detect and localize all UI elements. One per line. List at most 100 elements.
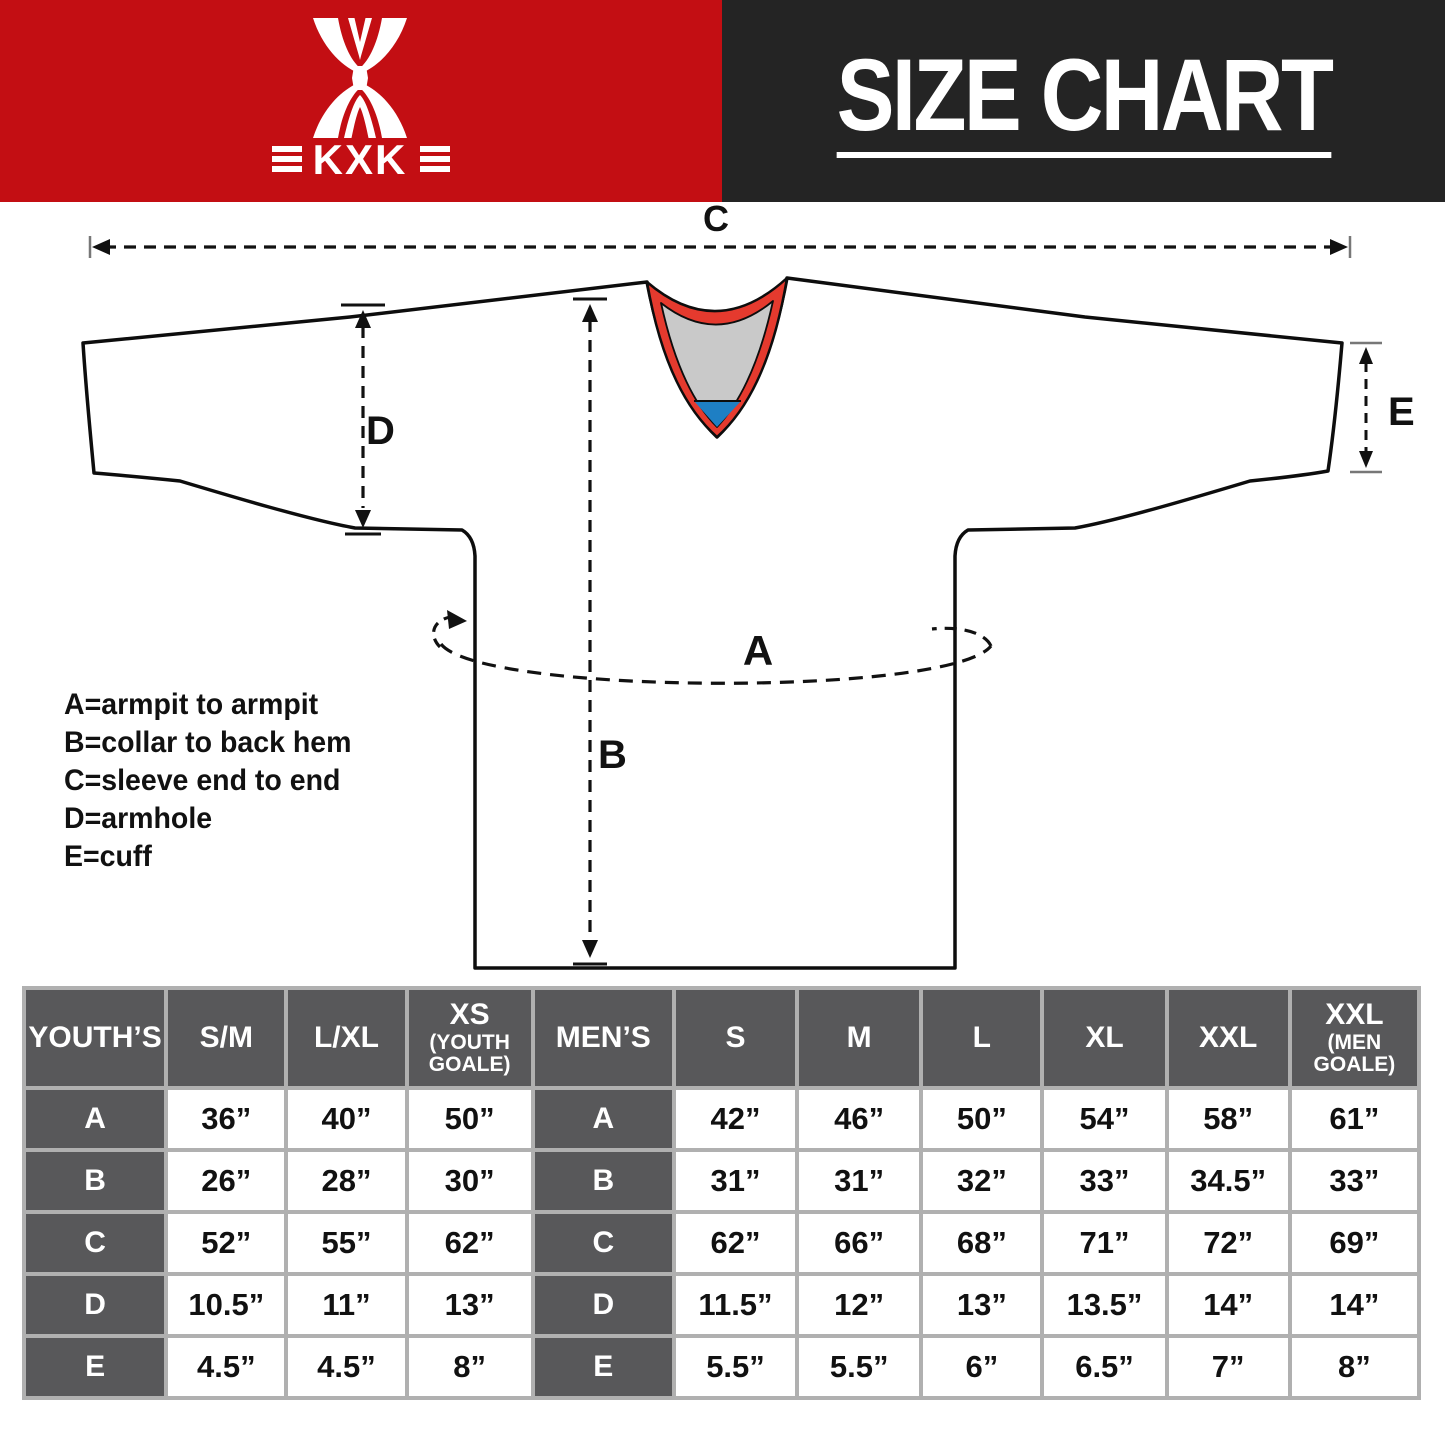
- value-cell: 50”: [923, 1090, 1041, 1148]
- value-cell: 6”: [923, 1338, 1041, 1396]
- kxk-logo-mark: [313, 18, 407, 138]
- youth-row-label: A: [26, 1090, 165, 1148]
- legend-line-a: A=armpit to armpit: [64, 688, 319, 721]
- value-cell: 8”: [1291, 1338, 1417, 1396]
- value-cell: 26”: [168, 1152, 285, 1210]
- value-cell: 30”: [408, 1152, 531, 1210]
- title-underline: [836, 152, 1331, 158]
- value-cell: 14”: [1168, 1276, 1288, 1334]
- value-cell: 32”: [923, 1152, 1041, 1210]
- value-cell: 8”: [408, 1338, 531, 1396]
- youth-size-col-sm: S/M: [168, 990, 285, 1086]
- value-cell: 54”: [1044, 1090, 1165, 1148]
- brand-banner: KXK: [0, 0, 722, 202]
- youth-size-col-xs-goalie: XS (YOUTH GOALE): [408, 990, 531, 1086]
- value-cell: 50”: [408, 1090, 531, 1148]
- value-cell: 68”: [923, 1214, 1041, 1272]
- men-size-col-l: L: [923, 990, 1041, 1086]
- youth-row-label: D: [26, 1276, 165, 1334]
- table-row-e: E 4.5” 4.5” 8” E 5.5” 5.5” 6” 6.5” 7” 8”: [26, 1338, 1417, 1396]
- kxk-logo: KXK: [272, 18, 450, 183]
- men-size-col-xl: XL: [1044, 990, 1165, 1086]
- value-cell: 62”: [408, 1214, 531, 1272]
- men-xxl-sublabel: (MEN GOALE): [1313, 1031, 1396, 1076]
- table-row-b: B 26” 28” 30” B 31” 31” 32” 33” 34.5” 33…: [26, 1152, 1417, 1210]
- youth-row-label: C: [26, 1214, 165, 1272]
- collar: [645, 276, 789, 439]
- value-cell: 5.5”: [675, 1338, 796, 1396]
- triple-bar-right-icon: [420, 146, 450, 172]
- value-cell: 14”: [1291, 1276, 1417, 1334]
- dimension-e: E: [1350, 341, 1415, 474]
- measurement-legend: A=armpit to armpit B=collar to back hem …: [64, 686, 351, 876]
- table-header-row: YOUTH’S S/M L/XL XS (YOUTH GOALE) MEN’S …: [26, 990, 1417, 1086]
- value-cell: 28”: [288, 1152, 405, 1210]
- value-cell: 4.5”: [288, 1338, 405, 1396]
- value-cell: 46”: [799, 1090, 920, 1148]
- value-cell: 72”: [1168, 1214, 1288, 1272]
- men-xxl-label: XXL: [1325, 998, 1384, 1031]
- value-cell: 11”: [288, 1276, 405, 1334]
- youth-row-label: E: [26, 1338, 165, 1396]
- value-cell: 13”: [923, 1276, 1041, 1334]
- brand-text: KXK: [313, 136, 408, 183]
- dim-label-c: C: [703, 198, 729, 239]
- legend-line-d: D=armhole: [64, 802, 213, 835]
- dimension-d: D: [341, 303, 395, 536]
- youth-xs-label: XS: [449, 998, 490, 1031]
- legend-line-e: E=cuff: [64, 840, 152, 873]
- legend-line-c: C=sleeve end to end: [64, 764, 341, 797]
- dim-label-a: A: [743, 627, 773, 674]
- value-cell: 42”: [675, 1090, 796, 1148]
- value-cell: 69”: [1291, 1214, 1417, 1272]
- value-cell: 52”: [168, 1214, 285, 1272]
- men-row-label: D: [534, 1276, 672, 1334]
- size-table: YOUTH’S S/M L/XL XS (YOUTH GOALE) MEN’S …: [22, 986, 1421, 1400]
- value-cell: 4.5”: [168, 1338, 285, 1396]
- value-cell: 71”: [1044, 1214, 1165, 1272]
- men-row-label: E: [534, 1338, 672, 1396]
- value-cell: 13.5”: [1044, 1276, 1165, 1334]
- youth-size-col-lxl: L/XL: [288, 990, 405, 1086]
- men-row-label: C: [534, 1214, 672, 1272]
- dim-label-b: B: [598, 733, 627, 777]
- page-title: SIZE CHART: [836, 38, 1333, 152]
- value-cell: 12”: [799, 1276, 920, 1334]
- men-size-col-s: S: [675, 990, 796, 1086]
- men-section-header: MEN’S: [534, 990, 672, 1086]
- dim-label-d: D: [366, 409, 395, 453]
- youth-section-header: YOUTH’S: [26, 990, 165, 1086]
- table-row-a: A 36” 40” 50” A 42” 46” 50” 54” 58” 61”: [26, 1090, 1417, 1148]
- men-row-label: A: [534, 1090, 672, 1148]
- value-cell: 66”: [799, 1214, 920, 1272]
- triple-bar-left-icon: [272, 146, 302, 172]
- value-cell: 7”: [1168, 1338, 1288, 1396]
- men-size-col-xxl-goalie: XXL (MEN GOALE): [1291, 990, 1417, 1086]
- men-row-label: B: [534, 1152, 672, 1210]
- youth-xs-sublabel: (YOUTH GOALE): [428, 1031, 511, 1076]
- value-cell: 33”: [1044, 1152, 1165, 1210]
- men-size-col-xxl: XXL: [1168, 990, 1288, 1086]
- dimension-c: C: [88, 198, 1352, 258]
- value-cell: 11.5”: [675, 1276, 796, 1334]
- page-header: KXK SIZE CHART: [0, 0, 1445, 202]
- value-cell: 34.5”: [1168, 1152, 1288, 1210]
- value-cell: 61”: [1291, 1090, 1417, 1148]
- value-cell: 10.5”: [168, 1276, 285, 1334]
- value-cell: 13”: [408, 1276, 531, 1334]
- value-cell: 58”: [1168, 1090, 1288, 1148]
- value-cell: 36”: [168, 1090, 285, 1148]
- kxk-wordmark: KXK: [272, 136, 450, 183]
- dimension-a: A: [431, 610, 993, 685]
- value-cell: 62”: [675, 1214, 796, 1272]
- value-cell: 55”: [288, 1214, 405, 1272]
- value-cell: 31”: [799, 1152, 920, 1210]
- value-cell: 5.5”: [799, 1338, 920, 1396]
- men-size-col-m: M: [799, 990, 920, 1086]
- value-cell: 40”: [288, 1090, 405, 1148]
- value-cell: 31”: [675, 1152, 796, 1210]
- title-banner: SIZE CHART: [722, 0, 1445, 202]
- collar-gray-inner: [660, 300, 774, 428]
